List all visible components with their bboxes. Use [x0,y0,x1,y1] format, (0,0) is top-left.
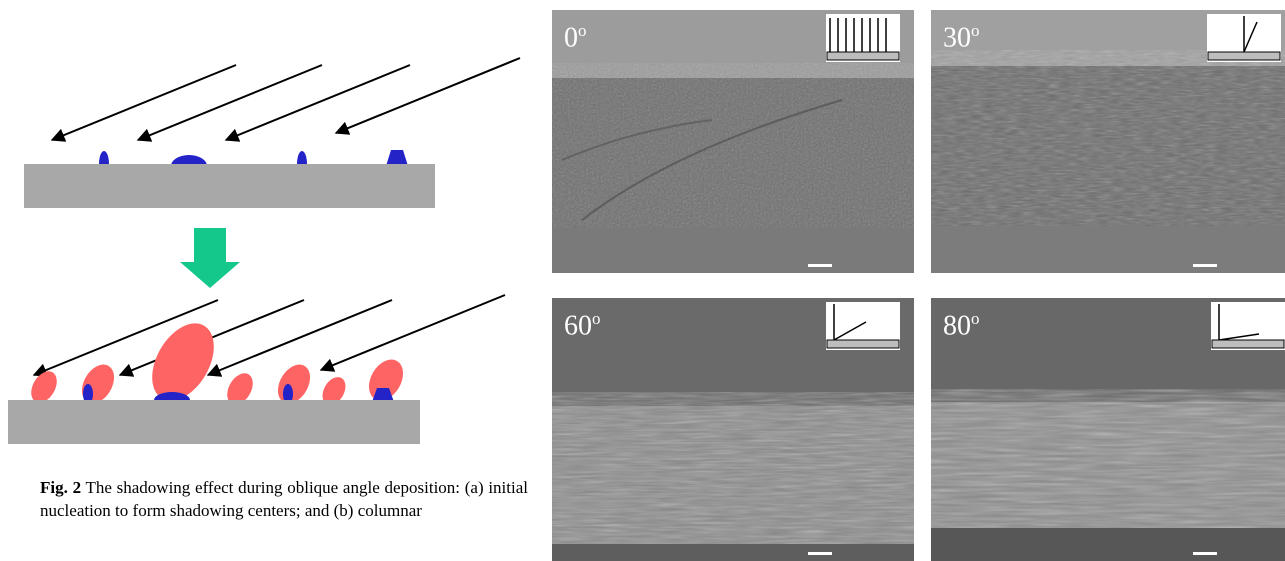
flux-arrow [136,64,323,142]
substrate [8,400,420,444]
sem-image [552,10,914,273]
nucleus [283,384,293,404]
scale-bar [1193,264,1217,267]
flux-arrow [206,299,393,377]
column [31,371,57,403]
deposition-angle-inset [826,302,900,350]
scale-bar [808,552,832,555]
nucleus [372,388,394,402]
flux-arrow [32,299,219,377]
deposition-angle-inset [1211,302,1285,350]
scale-bar [808,264,832,267]
sem-panel-0: 0o [552,10,914,273]
column [322,377,346,405]
caption-label: Fig. 2 [40,478,82,497]
flux-arrow [319,294,506,372]
sem-panel-60: 60o [552,298,914,561]
columnar-growth-stage [8,294,506,444]
substrate [24,164,435,208]
angle-label: 80o [943,309,980,342]
angle-label: 60o [564,309,601,342]
flux-arrow [334,57,521,135]
flux-arrow [224,64,411,142]
nucleus [386,150,408,166]
angle-label: 30o [943,21,980,54]
shadowing-schematic [8,57,521,444]
scale-bar [1193,552,1217,555]
flux-arrow [50,64,237,142]
angle-label: 0o [564,21,587,54]
sem-panel-80: 80o [931,298,1285,561]
deposition-angle-inset [826,14,900,62]
column [152,323,214,401]
sem-image [931,298,1285,561]
figure-caption: Fig. 2 The shadowing effect during obliq… [40,476,528,522]
down-arrow-icon [180,228,240,288]
sem-panel-30: 30o [931,10,1285,273]
initial-nucleation-stage [24,57,521,208]
caption-text: The shadowing effect during oblique angl… [40,478,528,520]
column [227,373,253,405]
nucleus [83,384,93,404]
deposition-angle-inset [1207,14,1281,62]
